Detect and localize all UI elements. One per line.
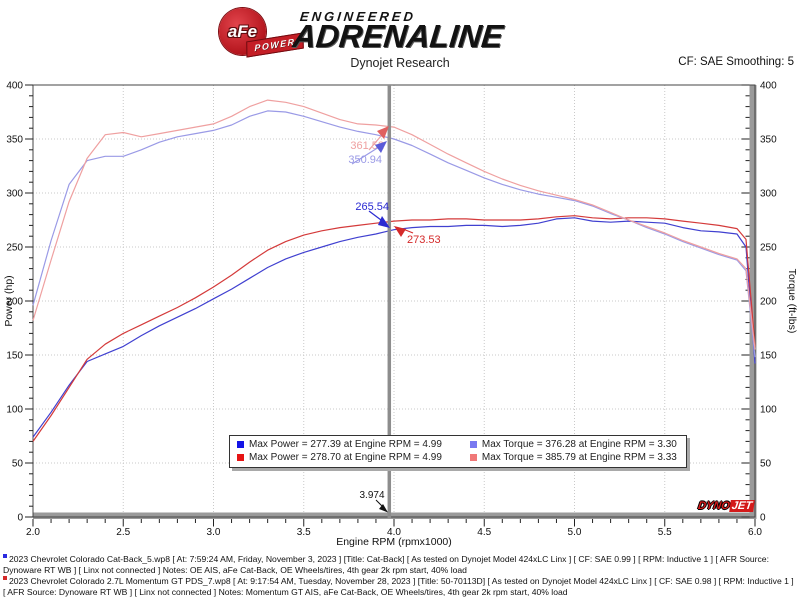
y-right-tick-label: 400	[760, 81, 777, 92]
y-left-tick-label: 50	[12, 459, 24, 470]
afe-logo-text: aFe	[227, 21, 258, 41]
y-left-tick-label: 250	[6, 243, 23, 254]
x-axis-title: Engine RPM (rpmx1000)	[336, 536, 452, 548]
right-axis-title: Torque (ft-lbs)	[786, 269, 798, 334]
legend-entry-text: Max Torque = 385.79 at Engine RPM = 3.33	[481, 452, 677, 463]
dynojet-logo-jet-text: JET	[728, 500, 755, 512]
y-left-tick-label: 300	[6, 189, 23, 200]
axis-tick-labels: 2.0 2.5 3.0 3.5 4.0 4.5 5.0 5.5 6.0 0 0 50 50 100 100 1…	[6, 81, 777, 539]
cursor-rpm-label: 3.974	[359, 490, 384, 501]
curve-run-2-power-momentum-gt-	[32, 215, 756, 442]
legend-entry-text: Max Power = 278.70 at Engine RPM = 4.99	[249, 452, 442, 463]
y-left-tick-label: 150	[6, 351, 23, 362]
x-tick-label: 3.5	[297, 527, 311, 538]
legend-entry: Max Power = 278.70 at Engine RPM = 4.99	[237, 451, 442, 464]
legend-entry-text: Max Torque = 376.28 at Engine RPM = 3.30	[481, 439, 677, 450]
report-title: Dynojet Research	[350, 56, 450, 70]
y-right-tick-label: 300	[760, 189, 777, 200]
x-axis-band	[33, 512, 757, 519]
x-tick-label: 5.0	[568, 527, 582, 538]
run-marker-icon	[3, 554, 7, 558]
legend-swatch-icon	[237, 454, 244, 461]
x-tick-label: 3.0	[207, 527, 221, 538]
power-run1-arrowhead	[378, 216, 390, 228]
power-run1-arrow	[368, 210, 382, 221]
y-left-tick-label: 350	[6, 135, 23, 146]
dynojet-logo: DYNOJET	[697, 500, 755, 512]
y-left-tick-label: 400	[6, 81, 23, 92]
curve-run-1-torque-cat-back-	[32, 110, 756, 358]
legend-entry: Max Torque = 385.79 at Engine RPM = 3.33	[469, 451, 677, 464]
left-axis-title: Power (hp)	[3, 275, 15, 326]
power-run2-cursor-value: 273.53	[407, 234, 441, 246]
run-descriptions: 2023 Chevrolet Colorado Cat-Back_5.wp8 […	[3, 554, 797, 598]
x-tick-label: 4.0	[387, 527, 401, 538]
y-left-tick-label: 0	[17, 513, 23, 524]
torque-run1-arrow	[351, 146, 380, 165]
max-values-legend: Max Power = 277.39 at Engine RPM = 4.99 M…	[229, 435, 687, 468]
y-right-tick-label: 150	[760, 351, 777, 362]
x-tick-label: 2.5	[116, 527, 130, 538]
y-right-tick-label: 200	[760, 297, 777, 308]
legend-swatch-icon	[237, 441, 244, 448]
afe-power-logo-icon: aFe	[219, 8, 266, 55]
run-description-text: 2023 Chevrolet Colorado Cat-Back_5.wp8 […	[3, 554, 769, 575]
x-tick-label: 5.5	[658, 527, 672, 538]
x-tick-label: 4.5	[477, 527, 491, 538]
right-axis-band	[749, 85, 757, 519]
x-tick-label: 6.0	[748, 527, 762, 538]
y-right-tick-label: 350	[760, 135, 777, 146]
y-right-tick-label: 50	[760, 459, 772, 470]
legend-swatch-icon	[469, 454, 477, 461]
legend-swatch-icon	[469, 441, 477, 448]
torque-run1-arrowhead	[375, 141, 387, 153]
torque-run2-arrowhead	[377, 126, 389, 139]
power-run2-arrowhead	[394, 226, 406, 237]
torque-run2-arrow	[368, 135, 382, 151]
brand-header: aFe POWER ENGINEERED ADRENALINE	[0, 0, 800, 58]
y-left-tick-label: 100	[6, 405, 23, 416]
dynojet-logo-dyno-text: DYNO	[697, 500, 731, 512]
run-description-line: 2023 Chevrolet Colorado 2.7L Momentum GT…	[3, 576, 797, 597]
x-tick-label: 2.0	[26, 527, 40, 538]
legend-entry: Max Torque = 376.28 at Engine RPM = 3.30	[469, 438, 677, 451]
legend-entry-text: Max Power = 277.39 at Engine RPM = 4.99	[249, 439, 442, 450]
run-marker-icon	[3, 576, 7, 580]
y-right-tick-label: 0	[760, 513, 766, 524]
cursor-annotations: 361.52 350.94 265.54 273.53 3.974	[348, 126, 441, 513]
run-description-text: 2023 Chevrolet Colorado 2.7L Momentum GT…	[3, 576, 794, 597]
torque-run1-cursor-value: 350.94	[348, 154, 382, 166]
curve-run-2-torque-momentum-gt-	[32, 99, 756, 350]
cursor-rpm-arrowhead	[379, 504, 388, 513]
axis-ticks	[25, 84, 756, 527]
y-left-tick-label: 200	[6, 297, 23, 308]
smoothing-label: CF: SAE Smoothing: 5	[678, 56, 794, 68]
run-description-line: 2023 Chevrolet Colorado Cat-Back_5.wp8 […	[3, 554, 797, 575]
legend-entry: Max Power = 277.39 at Engine RPM = 4.99	[237, 438, 442, 451]
dyno-curves	[32, 99, 756, 442]
y-right-tick-label: 100	[760, 405, 777, 416]
power-run1-cursor-value: 265.54	[355, 201, 389, 213]
y-right-tick-label: 250	[760, 243, 777, 254]
